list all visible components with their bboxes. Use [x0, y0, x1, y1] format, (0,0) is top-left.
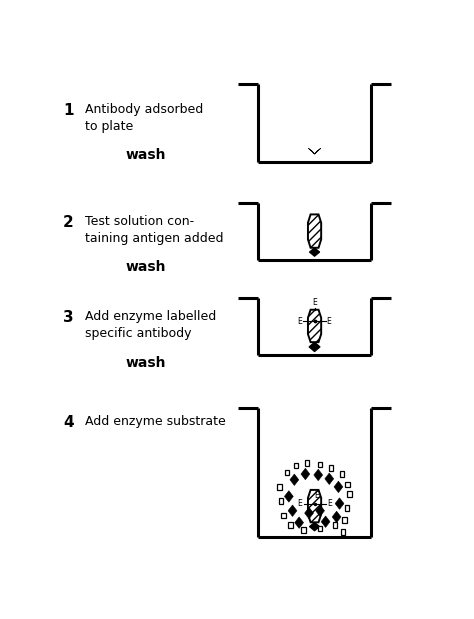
Polygon shape	[305, 460, 310, 466]
Polygon shape	[335, 498, 344, 509]
Polygon shape	[295, 517, 303, 529]
Polygon shape	[305, 508, 313, 519]
Polygon shape	[332, 511, 341, 522]
Polygon shape	[347, 491, 352, 497]
Text: Antibody adsorbed
to plate: Antibody adsorbed to plate	[85, 103, 203, 133]
Polygon shape	[343, 517, 347, 523]
Text: 4: 4	[63, 415, 73, 430]
Polygon shape	[301, 527, 306, 533]
Text: E: E	[314, 490, 319, 500]
Polygon shape	[308, 214, 321, 248]
Polygon shape	[346, 482, 350, 487]
Text: wash: wash	[125, 149, 166, 162]
Polygon shape	[321, 516, 330, 527]
Polygon shape	[345, 506, 349, 511]
Polygon shape	[289, 522, 293, 528]
Text: E: E	[312, 298, 317, 308]
Polygon shape	[333, 522, 337, 528]
Polygon shape	[284, 491, 293, 502]
Polygon shape	[341, 529, 346, 535]
Polygon shape	[308, 490, 321, 522]
Text: E: E	[298, 316, 302, 326]
Polygon shape	[315, 149, 320, 154]
Polygon shape	[290, 474, 299, 485]
Polygon shape	[288, 505, 297, 516]
Polygon shape	[301, 469, 310, 480]
Polygon shape	[310, 522, 319, 531]
Polygon shape	[318, 526, 322, 531]
Polygon shape	[285, 470, 289, 475]
Text: 3: 3	[63, 310, 73, 325]
Text: E: E	[327, 316, 331, 326]
Polygon shape	[277, 484, 282, 490]
Polygon shape	[310, 248, 319, 256]
Polygon shape	[279, 498, 283, 504]
Text: Add enzyme substrate: Add enzyme substrate	[85, 415, 226, 428]
Polygon shape	[294, 462, 299, 469]
Text: Test solution con-
taining antigen added: Test solution con- taining antigen added	[85, 215, 223, 245]
Text: wash: wash	[125, 356, 166, 370]
Polygon shape	[314, 469, 323, 481]
Polygon shape	[309, 149, 315, 154]
Polygon shape	[334, 481, 343, 493]
Text: Add enzyme labelled
specific antibody: Add enzyme labelled specific antibody	[85, 310, 216, 340]
Text: 1: 1	[63, 103, 73, 118]
Text: wash: wash	[125, 261, 166, 274]
Text: E: E	[298, 499, 302, 508]
Polygon shape	[316, 505, 325, 516]
Polygon shape	[309, 342, 320, 352]
Polygon shape	[318, 462, 322, 467]
Polygon shape	[329, 465, 333, 470]
Polygon shape	[340, 471, 344, 477]
Polygon shape	[281, 513, 285, 518]
Polygon shape	[308, 310, 321, 342]
Text: 2: 2	[63, 215, 73, 230]
Text: E: E	[327, 499, 332, 508]
Polygon shape	[325, 473, 334, 485]
